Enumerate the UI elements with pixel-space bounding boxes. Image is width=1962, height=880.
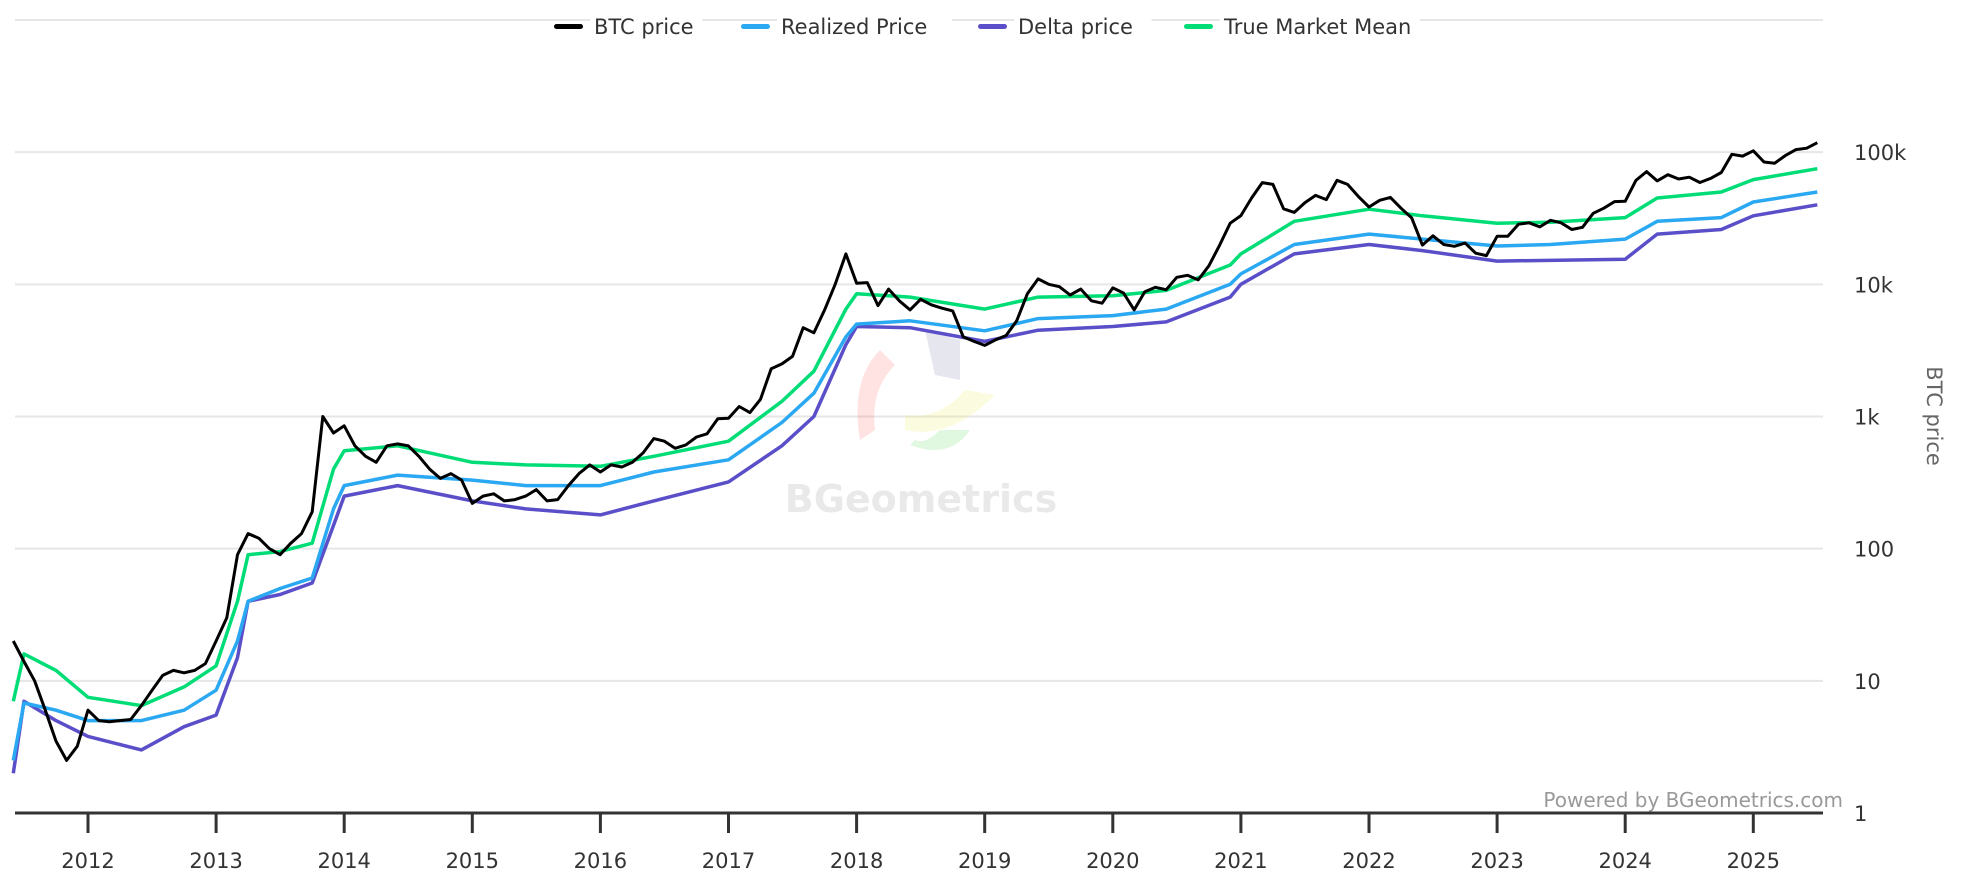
legend-label: BTC price [594,15,694,39]
series-line-true-market-mean [11,166,1818,708]
x-tick-label: 2016 [574,849,627,873]
x-tick-label: 2014 [317,849,370,873]
x-tick-label: 2019 [958,849,1011,873]
grid [15,19,1823,682]
x-tick-label: 2015 [446,849,499,873]
credit-text[interactable]: Powered by BGeometrics.com [1543,788,1843,812]
legend-item[interactable]: Delta price [978,10,1152,40]
legend: BTC price Realized Price Delta price True M… [554,10,1420,40]
legend-label: Delta price [1018,15,1133,39]
legend-swatch [1184,24,1213,29]
x-tick-label: 2013 [189,849,242,873]
series-line-delta-price [11,203,1818,774]
x-tick-label: 2018 [830,849,883,873]
x-tick-label: 2012 [61,849,114,873]
x-tick-label: 2021 [1214,849,1267,873]
legend-swatch [741,24,770,29]
legend-bg [1220,10,1420,40]
x-tick-label: 2024 [1598,849,1651,873]
legend-item[interactable]: True Market Mean [1184,10,1420,40]
legend-swatch [978,24,1007,29]
y-tick-label: 1 [1854,802,1867,826]
y-tick-label: 10k [1854,273,1894,297]
y-axis: 1 10 100 1k 10k 100k [1854,141,1907,826]
x-tick-label: 2025 [1727,849,1780,873]
legend-swatch [554,24,583,29]
x-tick-label: 2017 [702,849,755,873]
watermark-logo: BGeometrics [785,330,1057,521]
x-tick-label: 2020 [1086,849,1139,873]
series-line-realized-price [11,190,1818,761]
series-group [11,141,1818,774]
y-tick-label: 100 [1854,538,1894,562]
y-tick-label: 1k [1854,406,1880,430]
legend-bg [1014,10,1152,40]
legend-bg [777,10,952,40]
y-tick-label: 10 [1854,670,1881,694]
x-tick-label: 2023 [1470,849,1523,873]
legend-bg [590,10,703,40]
y-tick-label: 100k [1854,141,1907,165]
legend-label: True Market Mean [1223,15,1411,39]
y-axis-title: BTC price [1922,366,1946,466]
legend-label: Realized Price [781,15,927,39]
legend-item[interactable]: BTC price [554,10,703,40]
x-tick-label: 2022 [1342,849,1395,873]
watermark-text: BGeometrics [785,477,1057,521]
legend-item[interactable]: Realized Price [741,10,952,40]
series-line-btc-price [11,141,1818,762]
x-axis: 2012 2013 2014 2015 2016 2017 2018 2019 2020 2021… [15,811,1823,873]
